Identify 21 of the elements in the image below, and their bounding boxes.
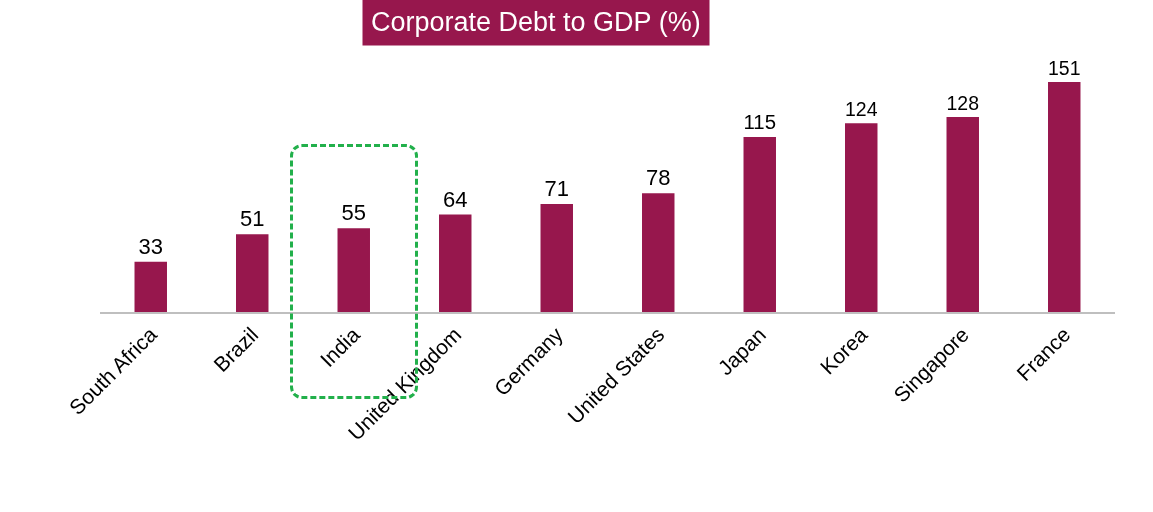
data-label: 64 — [443, 186, 468, 212]
data-label: 33 — [138, 233, 163, 259]
bar — [236, 234, 269, 312]
bar — [845, 123, 878, 312]
bar — [134, 261, 167, 312]
data-label: 78 — [646, 165, 671, 191]
data-label: 71 — [544, 175, 569, 201]
data-label: 115 — [743, 111, 776, 134]
data-label: 124 — [845, 97, 878, 120]
data-label: 55 — [341, 200, 366, 226]
data-label: 151 — [1048, 56, 1081, 79]
data-label: 51 — [240, 206, 265, 232]
bar — [1048, 82, 1081, 312]
bar — [439, 214, 472, 312]
bar — [337, 228, 370, 312]
bar — [540, 203, 573, 312]
bar — [946, 117, 979, 312]
bar — [743, 136, 776, 312]
chart-title: Corporate Debt to GDP (%) — [371, 7, 701, 37]
data-label: 128 — [946, 91, 979, 114]
bar — [642, 193, 675, 312]
